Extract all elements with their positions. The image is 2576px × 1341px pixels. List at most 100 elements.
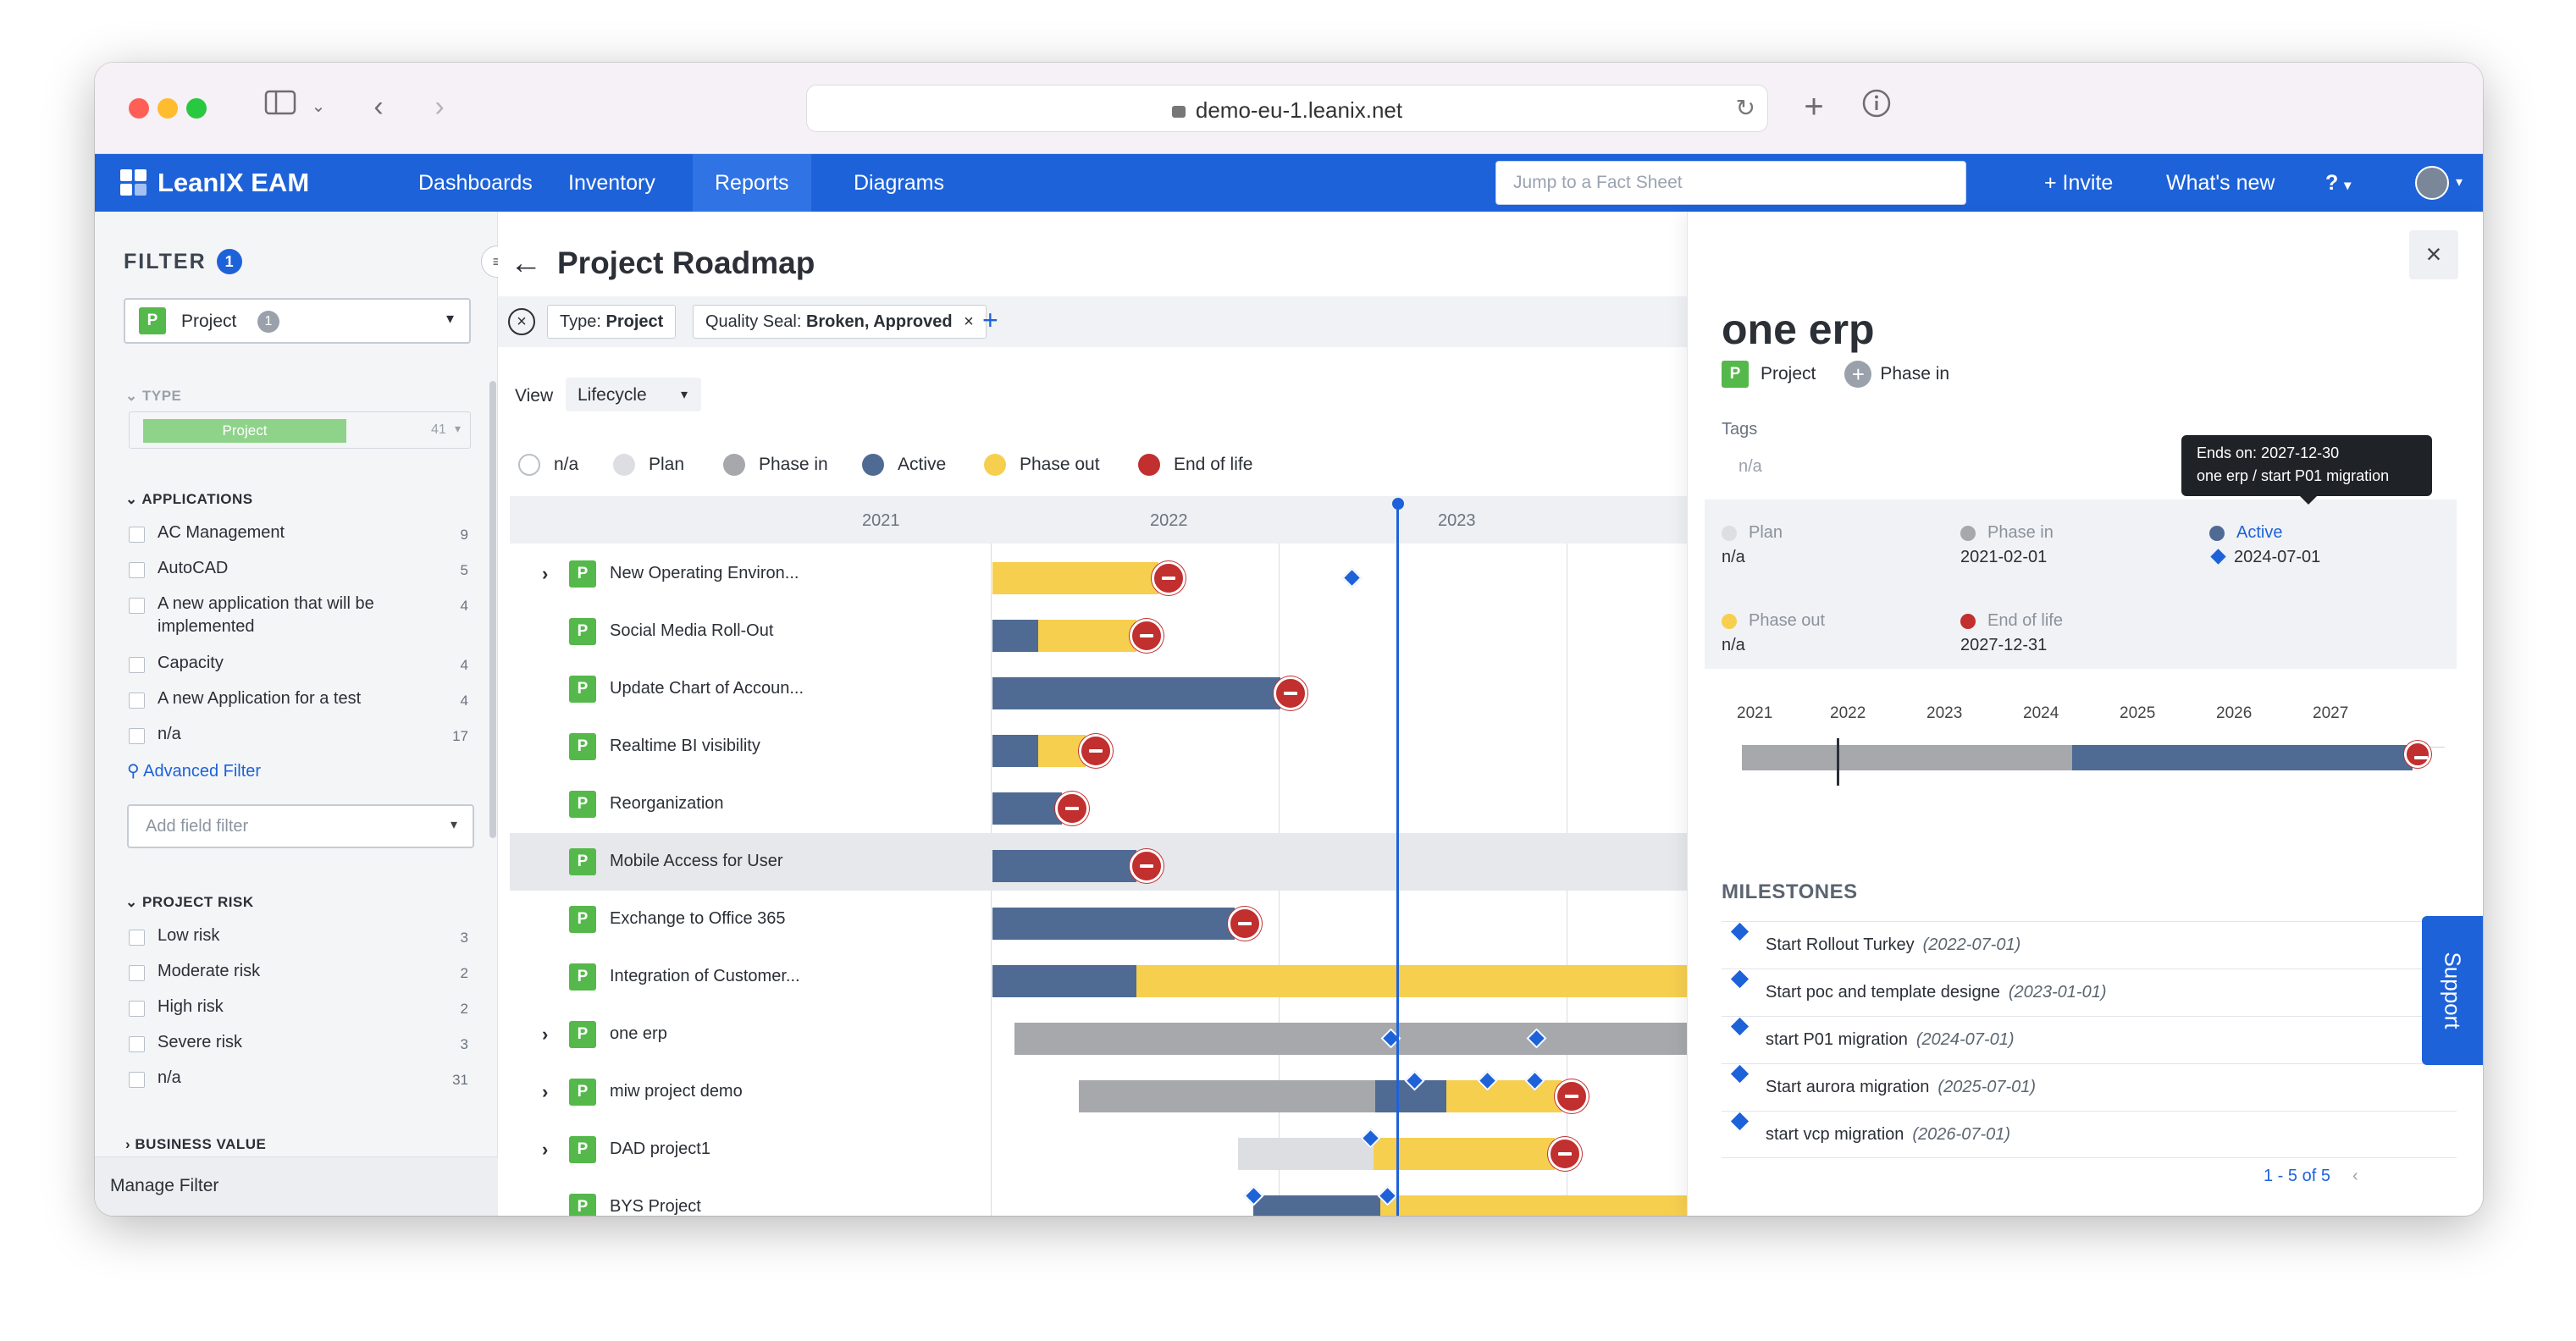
type-section-header[interactable]: ⌄ TYPE [125,388,182,404]
support-button[interactable]: Support [2422,916,2483,1065]
checkbox-low-risk[interactable] [129,930,145,946]
end-of-life-marker[interactable] [1274,676,1307,710]
checkbox-autocad[interactable] [129,562,145,578]
chevron-right-icon[interactable]: › [542,1139,549,1160]
milestone-row[interactable]: Start Rollout Turkey (2022-07-01) [1722,921,2457,968]
close-icon[interactable]: × [2409,230,2458,279]
phase-in-bar[interactable] [1079,1080,1375,1112]
end-of-life-marker[interactable] [1055,792,1089,825]
nav-inventory[interactable]: Inventory [568,171,655,195]
manage-filter-button[interactable]: Manage Filter [95,1156,498,1216]
end-of-life-marker[interactable] [1555,1079,1589,1113]
app-logo[interactable]: LeanIX EAM [120,166,309,200]
phase-out-bar[interactable] [1038,620,1136,652]
row-label[interactable]: one erp [610,1024,667,1043]
back-arrow-icon[interactable]: ← [510,246,542,281]
reload-icon[interactable]: ↻ [1735,95,1755,121]
roadmap-row[interactable]: P Update Chart of Accoun... [510,660,1714,718]
roadmap-row[interactable]: P Social Media Roll-Out [510,603,1714,660]
row-label[interactable]: Social Media Roll-Out [610,621,774,640]
fact-sheet-type-select[interactable]: P Project 1 ▾ [124,298,471,344]
row-label[interactable]: Mobile Access for User [610,852,783,870]
milestone-row[interactable]: start vcp migration (2026-07-01) [1722,1111,2457,1158]
row-label[interactable]: Update Chart of Accoun... [610,679,804,698]
type-filter-field[interactable]: Project 41 ▾ [129,411,471,449]
checkbox-new-application[interactable] [129,598,145,614]
checkbox-risk-na[interactable] [129,1072,145,1088]
applications-section-header[interactable]: ⌄ APPLICATIONS [125,491,253,507]
row-label[interactable]: Exchange to Office 365 [610,909,786,928]
milestone-row[interactable]: Start poc and template designe (2023-01-0… [1722,968,2457,1016]
checkbox-capacity[interactable] [129,657,145,673]
forward-icon[interactable]: › [434,91,445,123]
view-select[interactable]: Lifecycle ▾ [566,378,701,411]
active-bar[interactable] [992,965,1136,997]
info-icon[interactable] [1860,88,1893,125]
nav-reports[interactable]: Reports [693,154,811,212]
filter-chip-type[interactable]: Type: Project [547,305,677,339]
legend-na[interactable]: n/a [518,454,578,476]
phase-in-bar[interactable] [1014,1023,1714,1055]
roadmap-row[interactable]: › P DAD project1 [510,1121,1714,1178]
advanced-filter-link[interactable]: ⚲ Advanced Filter [127,762,262,781]
roadmap-row[interactable]: › P miw project demo [510,1063,1714,1121]
nav-dashboards[interactable]: Dashboards [418,171,533,195]
plan-bar[interactable] [1238,1138,1374,1170]
chevron-right-icon[interactable]: › [542,1081,549,1102]
fact-sheet-title[interactable]: one erp [1722,306,1875,353]
row-label[interactable]: miw project demo [610,1082,743,1101]
legend-plan[interactable]: Plan [613,454,684,476]
whats-new-link[interactable]: What's new [2166,171,2275,195]
phase-out-bar[interactable] [1136,965,1714,997]
business-value-section-header[interactable]: › BUSINESS VALUE [125,1136,267,1152]
sidebar-toggle-icon[interactable] [263,88,300,125]
project-risk-section-header[interactable]: ⌄ PROJECT RISK [125,894,254,910]
row-label[interactable]: BYS Project [610,1197,701,1216]
roadmap-row[interactable]: P Integration of Customer... [510,948,1714,1006]
phase-out-bar[interactable] [1038,735,1086,767]
chevron-left-icon[interactable]: ‹ [2352,1167,2358,1185]
address-bar[interactable]: demo-eu-1.leanix.net ↻ [806,85,1768,132]
chevron-down-icon[interactable]: ▾ [2456,175,2463,190]
chevron-right-icon[interactable]: › [542,563,549,584]
active-bar[interactable] [992,620,1038,652]
checkbox-high-risk[interactable] [129,1001,145,1017]
active-bar[interactable] [992,792,1062,825]
roadmap-row[interactable]: P BYS Project [510,1178,1714,1216]
phase-out-bar[interactable] [992,562,1158,594]
close-window-button[interactable] [129,98,149,119]
filter-scrollbar[interactable] [489,381,496,838]
end-of-life-marker[interactable] [1130,849,1164,883]
new-tab-icon[interactable]: + [1804,88,1824,125]
active-bar[interactable] [992,677,1280,709]
close-icon[interactable]: × [964,312,974,331]
row-label[interactable]: Reorganization [610,794,724,813]
roadmap-row[interactable]: P Exchange to Office 365 [510,891,1714,948]
filter-chip-quality-seal[interactable]: Quality Seal: Broken, Approved × [693,305,987,339]
row-label[interactable]: DAD project1 [610,1140,710,1158]
plus-icon[interactable]: + [1844,361,1872,388]
phase-out-bar[interactable] [1380,1195,1714,1216]
active-bar[interactable] [992,735,1038,767]
invite-button[interactable]: + Invite [2044,171,2114,195]
checkbox-ac-management[interactable] [129,527,145,543]
legend-end-of-life[interactable]: End of life [1138,454,1252,476]
roadmap-row[interactable]: P Reorganization [510,775,1714,833]
back-icon[interactable]: ‹ [373,91,384,123]
add-field-filter-select[interactable]: Add field filter ▾ [127,804,474,848]
help-menu[interactable]: ? ▾ [2325,154,2351,215]
chevron-right-icon[interactable]: › [542,1024,549,1045]
checkbox-new-application-test[interactable] [129,693,145,709]
roadmap-row[interactable]: P Realtime BI visibility [510,718,1714,775]
checkbox-moderate-risk[interactable] [129,965,145,981]
phase-out-bar[interactable] [1446,1080,1562,1112]
checkbox-applications-na[interactable] [129,728,145,744]
chevron-down-icon[interactable]: ⌄ [311,97,326,116]
zoom-window-button[interactable] [186,98,207,119]
legend-phase-in[interactable]: Phase in [723,454,828,476]
legend-phase-out[interactable]: Phase out [984,454,1100,476]
active-bar[interactable] [1253,1195,1380,1216]
milestone-row[interactable]: Start aurora migration (2025-07-01) [1722,1063,2457,1111]
row-label[interactable]: New Operating Environ... [610,564,799,582]
active-bar[interactable] [992,850,1136,882]
